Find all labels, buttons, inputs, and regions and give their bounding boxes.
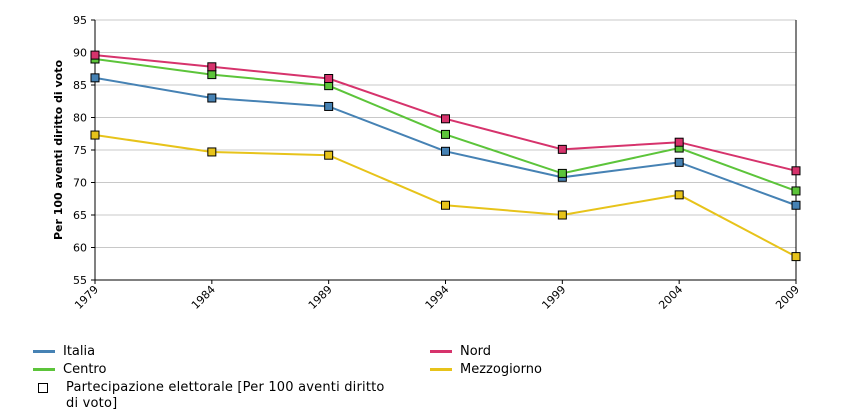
legend-label-mezzogiorno: Mezzogiorno: [460, 362, 542, 377]
legend-item-marker: Partecipazione elettorale [Per 100 avent…: [36, 380, 396, 412]
y-tick-label: 55: [73, 274, 87, 287]
y-tick-label: 70: [73, 177, 87, 190]
data-point-centro: [441, 129, 450, 139]
legend-label-centro: Centro: [63, 362, 107, 377]
series-line-centro: [94, 58, 797, 192]
data-point-nord: [674, 137, 684, 147]
legend-item-nord: Nord: [430, 344, 491, 360]
legend-swatch-nord: [430, 350, 452, 353]
data-point-italia: [674, 157, 684, 167]
data-point-italia: [791, 200, 801, 210]
y-tick-label: 65: [73, 209, 87, 222]
data-point-centro: [557, 168, 567, 178]
data-point-mezzogiorno: [324, 150, 334, 160]
legend-label-nord: Nord: [460, 344, 492, 359]
x-tick-label: 1979: [72, 283, 101, 312]
data-point-mezzogiorno: [557, 210, 567, 220]
y-tick-label: 75: [73, 144, 87, 157]
x-tick-label: 1984: [189, 283, 218, 312]
legend-swatch-mezzogiorno: [430, 368, 452, 371]
legend-swatch-italia: [33, 350, 55, 353]
data-point-nord: [791, 166, 801, 176]
legend-label-marker: Partecipazione elettorale [Per 100 avent…: [66, 380, 385, 411]
data-point-italia: [90, 73, 100, 83]
x-tick-label: 1999: [539, 283, 568, 312]
data-point-centro: [791, 186, 801, 196]
y-tick-label: 85: [73, 79, 87, 92]
x-tick-label: 1994: [423, 283, 452, 312]
data-point-italia: [441, 146, 450, 156]
y-tick-label: 95: [73, 14, 87, 27]
data-point-nord: [207, 62, 217, 72]
legend-item-mezzogiorno: Mezzogiorno: [430, 362, 542, 378]
y-tick-label: 90: [73, 47, 87, 60]
legend-label-italia: Italia: [63, 344, 96, 359]
y-axis-label: Per 100 aventi diritto di voto: [52, 60, 65, 241]
data-point-nord: [90, 50, 100, 60]
legend-item-italia: Italia: [33, 344, 95, 360]
data-point-mezzogiorno: [207, 147, 217, 157]
legend-swatch-centro: [33, 368, 55, 371]
data-point-italia: [207, 93, 217, 103]
data-point-mezzogiorno: [90, 130, 100, 140]
data-point-mezzogiorno: [791, 252, 801, 262]
line-chart: 55 60 65 70 75 80 85 90 95 1979 1984 1989 1994 1999 20…: [52, 14, 802, 312]
data-point-nord: [557, 144, 567, 154]
x-tick-label: 2004: [656, 283, 685, 312]
data-point-nord: [324, 74, 334, 83]
legend-marker-icon: [38, 383, 48, 393]
series-line-italia: [94, 76, 797, 207]
x-tick-label: 2009: [773, 283, 802, 312]
x-tick-label: 1989: [306, 283, 335, 312]
data-point-centro: [207, 70, 217, 80]
y-tick-label: 60: [73, 242, 87, 255]
data-point-mezzogiorno: [441, 200, 450, 210]
data-point-nord: [441, 114, 450, 124]
y-tick-label: 80: [73, 112, 87, 125]
data-point-italia: [324, 101, 334, 111]
legend-item-centro: Centro: [33, 362, 106, 378]
data-point-mezzogiorno: [674, 190, 684, 200]
